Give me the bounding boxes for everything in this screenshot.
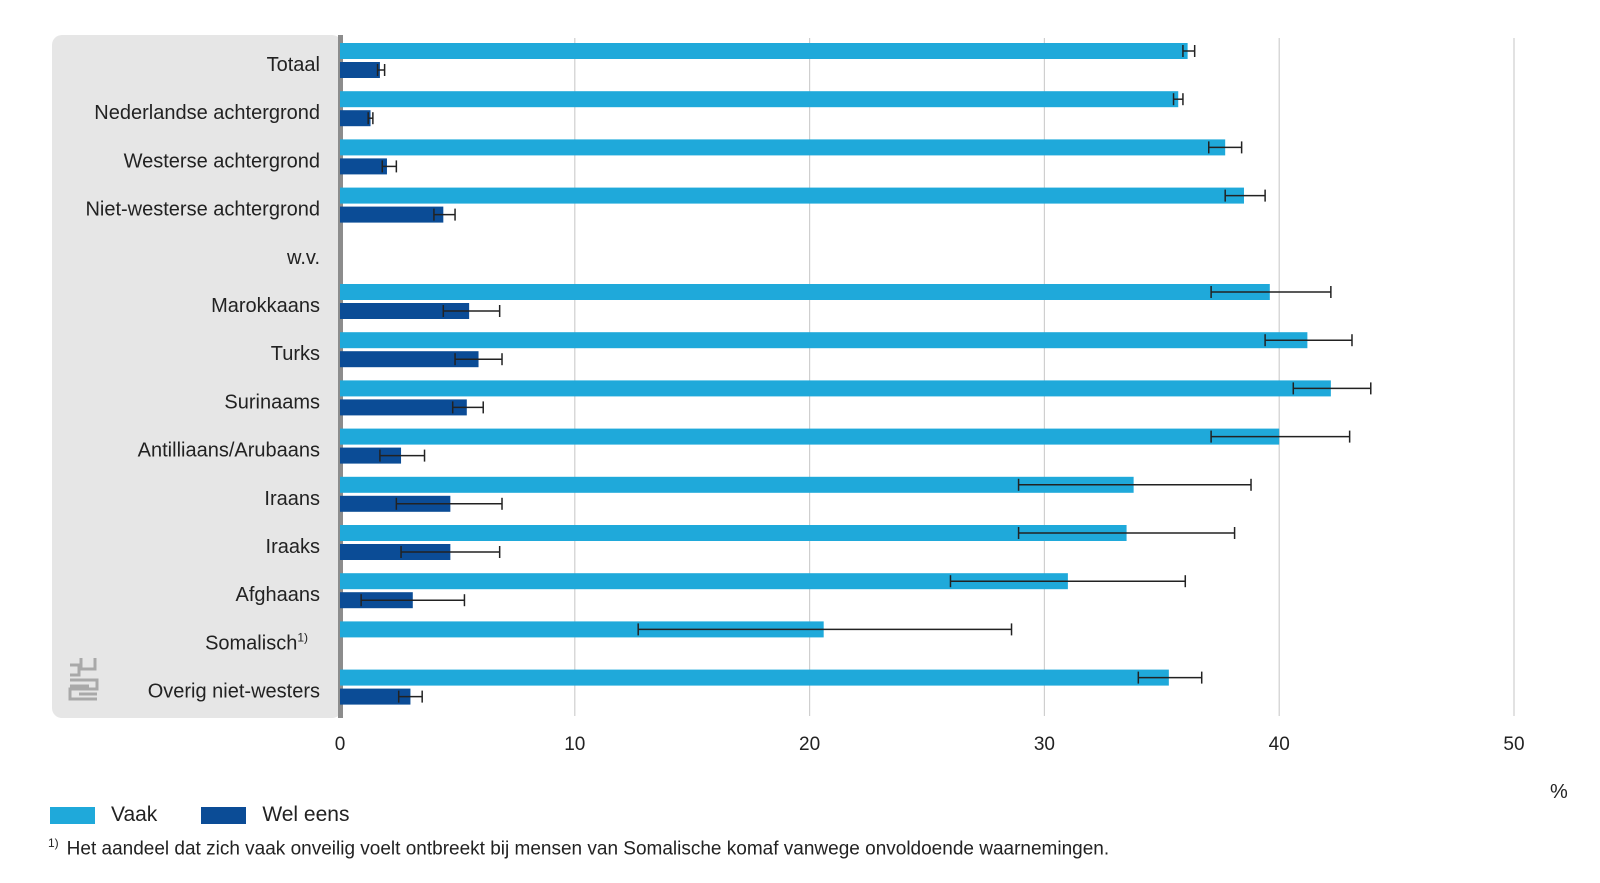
bar-vaak-niet-westerse-achtergrond [340, 187, 1244, 204]
category-label-w-v: w.v. [286, 247, 320, 269]
category-label-afghaans: Afghaans [235, 584, 320, 606]
x-tick-label-40: 40 [1269, 734, 1290, 755]
bar-vaak-overig-niet-westers [340, 669, 1169, 686]
errorbar-vaak-turks [1264, 334, 1353, 347]
legend-label-vaak: Vaak [111, 803, 158, 826]
footnote-marker: 1) [48, 836, 59, 850]
chart-canvas: Totaal Nederlandse achtergrond Westerse ac… [52, 35, 1525, 755]
category-label-antilliaans-arubaans: Antilliaans/Arubaans [138, 440, 320, 462]
bar-wel-eens-marokkaans [340, 303, 470, 319]
errorbar-wel-eens-iraaks [400, 546, 501, 558]
bar-vaak-westerse-achtergrond [340, 139, 1226, 156]
bar-vaak-surinaams [340, 380, 1331, 397]
errorbar-vaak-surinaams [1292, 382, 1372, 395]
x-tick-labels: 0 10 20 30 40 50 [335, 734, 1525, 755]
bar-wel-eens-totaal [340, 62, 380, 78]
errorbar-vaak-marokkaans [1210, 286, 1332, 298]
errorbar-vaak-somalisch [637, 623, 1013, 636]
error-bars-group [360, 45, 1372, 703]
category-label-somalisch: Somalisch1) [205, 630, 308, 654]
bar-wel-eens-iraaks [340, 544, 451, 560]
x-tick-label-20: 20 [799, 734, 820, 755]
bar-vaak-afghaans [340, 573, 1068, 590]
bar-vaak-somalisch [340, 621, 824, 638]
legend-swatch-wel-eens [201, 806, 247, 824]
errorbar-wel-eens-afghaans [360, 594, 466, 607]
bar-wel-eens-westerse-achtergrond [340, 158, 387, 175]
errorbar-vaak-afghaans [949, 575, 1187, 588]
category-label-westerse-achtergrond: Westerse achtergrond [124, 150, 320, 172]
bar-vaak-nederlandse-achtergrond [340, 91, 1179, 108]
label-panel [52, 35, 342, 718]
errorbar-vaak-nederlandse-achtergrond [1172, 93, 1184, 106]
x-tick-label-10: 10 [564, 734, 585, 755]
bar-wel-eens-iraans [340, 495, 451, 512]
x-tick-label-30: 30 [1034, 734, 1055, 755]
errorbar-wel-eens-antilliaans-arubaans [379, 449, 426, 462]
errorbar-vaak-niet-westerse-achtergrond [1224, 189, 1266, 202]
category-label-surinaams: Surinaams [224, 391, 320, 413]
x-axis-unit: % [1550, 781, 1568, 803]
cbs-logo [68, 658, 99, 701]
legend-label-wel-eens: Wel eens [262, 803, 350, 826]
errorbar-wel-eens-nederlandse-achtergrond [367, 112, 374, 125]
bar-wel-eens-overig-niet-westers [340, 688, 411, 705]
category-label-iraans: Iraans [264, 488, 320, 510]
errorbar-wel-eens-surinaams [451, 401, 484, 414]
errorbar-wel-eens-marokkaans [442, 305, 501, 317]
bar-vaak-marokkaans [340, 284, 1270, 300]
errorbar-vaak-totaal [1182, 45, 1196, 57]
bar-vaak-iraaks [340, 525, 1127, 541]
category-superscript: 1) [297, 630, 308, 644]
errorbar-wel-eens-westerse-achtergrond [381, 160, 398, 173]
category-label-nederlandse-achtergrond: Nederlandse achtergrond [94, 102, 320, 124]
errorbar-wel-eens-iraans [395, 497, 503, 510]
category-label-turks: Turks [271, 343, 320, 365]
bar-vaak-iraans [340, 476, 1134, 493]
errorbar-vaak-antilliaans-arubaans [1210, 430, 1351, 443]
legend-swatch-vaak [50, 806, 95, 824]
bar-wel-eens-niet-westerse-achtergrond [340, 206, 444, 223]
bar-wel-eens-turks [340, 351, 479, 368]
errorbar-wel-eens-turks [454, 353, 503, 366]
category-label-iraaks: Iraaks [266, 536, 320, 558]
category-label-totaal: Totaal [267, 54, 320, 76]
bar-wel-eens-nederlandse-achtergrond [340, 110, 371, 127]
x-tick-label-0: 0 [335, 734, 346, 755]
errorbar-wel-eens-niet-westerse-achtergrond [433, 208, 456, 221]
y-axis-line [338, 35, 343, 718]
category-label-marokkaans: Marokkaans [211, 295, 320, 317]
errorbar-vaak-iraaks [1017, 527, 1236, 539]
legend: Vaak Wel eens [50, 803, 379, 827]
errorbar-vaak-westerse-achtergrond [1208, 141, 1243, 154]
errorbar-wel-eens-overig-niet-westers [397, 690, 423, 703]
errorbar-wel-eens-totaal [376, 64, 386, 76]
category-labels: Totaal Nederlandse achtergrond Westerse ac… [85, 54, 320, 703]
errorbar-vaak-iraans [1017, 478, 1252, 491]
errorbar-vaak-overig-niet-westers [1137, 671, 1203, 684]
legend-item-vaak: Vaak [50, 803, 157, 827]
bar-vaak-antilliaans-arubaans [340, 428, 1280, 445]
bar-wel-eens-surinaams [340, 399, 467, 416]
category-label-niet-westerse-achtergrond: Niet-westerse achtergrond [85, 199, 320, 221]
category-label-overig-niet-westers: Overig niet-westers [148, 681, 320, 703]
bars-group [340, 43, 1331, 705]
bar-vaak-turks [340, 332, 1308, 349]
bar-wel-eens-antilliaans-arubaans [340, 447, 402, 464]
bar-vaak-totaal [340, 43, 1188, 59]
footnote: 1) Het aandeel dat zich vaak onveilig voe… [48, 836, 1109, 860]
footnote-text: Het aandeel dat zich vaak onveilig voelt… [66, 838, 1110, 860]
legend-item-wel-eens: Wel eens [201, 803, 349, 827]
x-tick-label-50: 50 [1503, 734, 1524, 755]
